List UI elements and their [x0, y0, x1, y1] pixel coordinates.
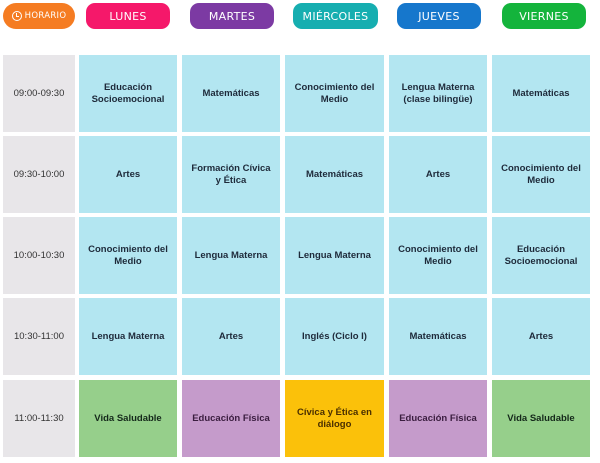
schedule-cell-lunes: Artes: [79, 136, 177, 213]
schedule-cell-lunes: Lengua Materna: [79, 298, 177, 375]
schedule-cell-lunes: Conocimiento del Medio: [79, 217, 177, 294]
schedule-cell-viernes: Vida Saludable: [492, 380, 590, 457]
schedule-cell-miercoles: Lengua Materna: [285, 217, 384, 294]
schedule-cell-viernes: Educación Socioemocional: [492, 217, 590, 294]
schedule-cell-miercoles: Inglés (Ciclo I): [285, 298, 384, 375]
schedule-cell-martes: Artes: [182, 298, 280, 375]
schedule-cell-jueves: Educación Física: [389, 380, 487, 457]
schedule-cell-jueves: Matemáticas: [389, 298, 487, 375]
day-header-viernes: VIERNES: [502, 3, 586, 29]
day-header-jueves: JUEVES: [397, 3, 481, 29]
day-header-lunes: LUNES: [86, 3, 170, 29]
schedule-cell-martes: Formación Cívica y Ética: [182, 136, 280, 213]
time-slot-label: 10:00-10:30: [3, 217, 75, 294]
clock-icon: [11, 11, 22, 21]
schedule-cell-jueves: Artes: [389, 136, 487, 213]
day-header-row: HORARIO LUNES MARTES MIÉRCOLES JUEVES VI…: [0, 3, 600, 29]
schedule-cell-lunes: Vida Saludable: [79, 380, 177, 457]
time-slot-label: 09:30-10:00: [3, 136, 75, 213]
schedule-cell-viernes: Artes: [492, 298, 590, 375]
schedule-cell-miercoles: Cívica y Ética en diálogo: [285, 380, 384, 457]
day-header-martes: MARTES: [190, 3, 274, 29]
horario-label: HORARIO: [3, 3, 75, 29]
schedule-cell-martes: Matemáticas: [182, 55, 280, 132]
day-header-miercoles: MIÉRCOLES: [293, 3, 378, 29]
schedule-cell-miercoles: Conocimiento del Medio: [285, 55, 384, 132]
schedule-cell-viernes: Matemáticas: [492, 55, 590, 132]
schedule-cell-viernes: Conocimiento del Medio: [492, 136, 590, 213]
time-slot-label: 09:00-09:30: [3, 55, 75, 132]
schedule-cell-jueves: Conocimiento del Medio: [389, 217, 487, 294]
schedule-cell-martes: Educación Física: [182, 380, 280, 457]
schedule-cell-jueves: Lengua Materna (clase bilingüe): [389, 55, 487, 132]
time-slot-label: 10:30-11:00: [3, 298, 75, 375]
time-slot-label: 11:00-11:30: [3, 380, 75, 457]
horario-text: HORARIO: [24, 11, 67, 21]
schedule-cell-lunes: Educación Socioemocional: [79, 55, 177, 132]
schedule-cell-martes: Lengua Materna: [182, 217, 280, 294]
schedule-cell-miercoles: Matemáticas: [285, 136, 384, 213]
